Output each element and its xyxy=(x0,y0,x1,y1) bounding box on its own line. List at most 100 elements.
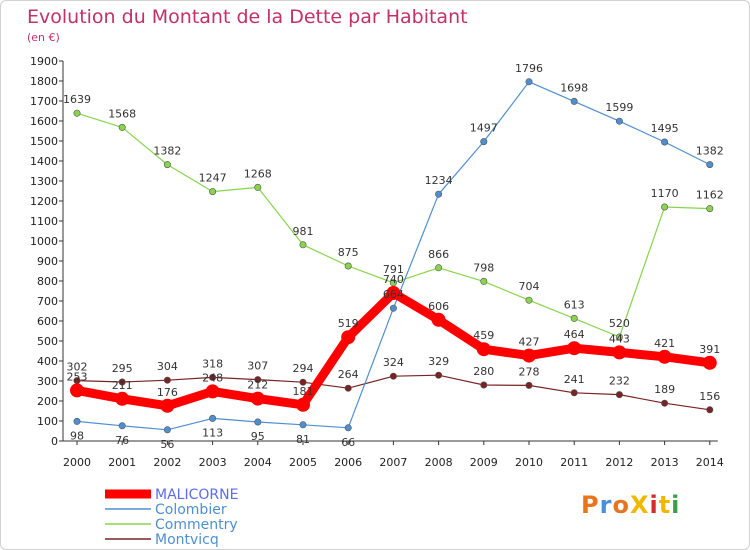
legend-label: Montvicq xyxy=(155,532,219,548)
proxiti-logo: ProXiti xyxy=(581,491,680,519)
data-point xyxy=(70,383,84,398)
data-point xyxy=(612,345,627,360)
y-tick-label: 1400 xyxy=(30,155,58,168)
data-label: 212 xyxy=(247,379,268,392)
legend-label: Commentry xyxy=(155,517,238,533)
data-label: 421 xyxy=(654,337,675,350)
data-label: 176 xyxy=(157,386,178,399)
brand-letter: X xyxy=(629,491,650,519)
y-tick-label: 1000 xyxy=(30,235,58,248)
y-tick-label: 1900 xyxy=(30,55,58,68)
x-tick-label: 2001 xyxy=(108,456,136,469)
data-point xyxy=(160,398,175,413)
y-tick-label: 200 xyxy=(37,395,58,408)
data-label: 866 xyxy=(428,248,449,261)
data-label: 1796 xyxy=(515,62,543,75)
y-tick-label: 1600 xyxy=(30,115,58,128)
data-point xyxy=(389,304,397,312)
data-point xyxy=(209,414,217,422)
data-point xyxy=(435,264,443,272)
data-label: 253 xyxy=(67,370,88,383)
data-point xyxy=(163,426,171,434)
data-point xyxy=(570,97,578,105)
data-point xyxy=(209,373,217,381)
data-label: 613 xyxy=(564,298,585,311)
data-label: 464 xyxy=(564,328,585,341)
data-label: 248 xyxy=(202,371,223,384)
y-tick-label: 1700 xyxy=(30,95,58,108)
data-point xyxy=(567,341,582,356)
data-label: 95 xyxy=(251,430,265,443)
data-label: 66 xyxy=(341,436,355,449)
data-label: 1247 xyxy=(199,172,227,185)
data-point xyxy=(435,190,443,198)
data-label: 56 xyxy=(160,438,174,451)
y-tick-label: 1100 xyxy=(30,215,58,228)
data-point xyxy=(299,241,307,249)
data-label: 427 xyxy=(519,336,540,349)
data-label: 1568 xyxy=(108,107,136,120)
data-label: 181 xyxy=(293,385,314,398)
data-label: 798 xyxy=(473,261,494,274)
brand-letter: i xyxy=(671,491,681,519)
data-label: 1599 xyxy=(605,101,633,114)
data-point xyxy=(525,381,533,389)
data-label: 1170 xyxy=(651,187,679,200)
x-tick-label: 2013 xyxy=(651,456,679,469)
legend-label: Colombier xyxy=(155,502,227,518)
data-label: 1497 xyxy=(470,122,498,135)
data-point xyxy=(118,123,126,131)
data-label: 1162 xyxy=(696,189,724,202)
data-label: 318 xyxy=(202,357,223,370)
y-tick-label: 900 xyxy=(37,255,58,268)
y-tick-label: 0 xyxy=(51,435,58,448)
y-tick-label: 1200 xyxy=(30,195,58,208)
y-tick-label: 1800 xyxy=(30,75,58,88)
x-tick-label: 2002 xyxy=(153,456,181,469)
data-point xyxy=(661,203,669,211)
data-label: 606 xyxy=(428,300,449,313)
data-point xyxy=(615,117,623,125)
data-label: 519 xyxy=(338,317,359,330)
brand-letter: t xyxy=(658,491,672,519)
brand-letter: r xyxy=(599,491,613,519)
data-point xyxy=(570,314,578,322)
x-tick-label: 2011 xyxy=(560,456,588,469)
data-label: 1268 xyxy=(244,167,272,180)
y-tick-label: 1500 xyxy=(30,135,58,148)
data-point xyxy=(344,424,352,432)
x-tick-label: 2000 xyxy=(63,456,91,469)
brand-letter: P xyxy=(581,491,600,519)
y-tick-label: 800 xyxy=(37,275,58,288)
data-label: 113 xyxy=(202,426,223,439)
data-label: 241 xyxy=(564,373,585,386)
brand-letter: i xyxy=(649,491,659,519)
data-point xyxy=(476,342,491,357)
data-point xyxy=(480,381,488,389)
data-point xyxy=(661,399,669,407)
data-point xyxy=(657,349,672,364)
data-label: 520 xyxy=(609,317,630,330)
data-point xyxy=(118,378,126,386)
data-label: 1382 xyxy=(153,145,181,158)
data-label: 280 xyxy=(473,365,494,378)
data-label: 324 xyxy=(383,356,404,369)
x-tick-label: 2008 xyxy=(425,456,453,469)
y-tick-label: 400 xyxy=(37,355,58,368)
brand-letter: o xyxy=(612,491,630,519)
data-label: 156 xyxy=(699,390,720,403)
data-point xyxy=(250,391,265,406)
data-point xyxy=(615,333,623,341)
data-label: 459 xyxy=(473,329,494,342)
data-point xyxy=(431,312,446,327)
data-point xyxy=(118,422,126,430)
data-label: 1382 xyxy=(696,145,724,158)
x-tick-label: 2009 xyxy=(470,456,498,469)
data-point xyxy=(389,372,397,380)
data-point xyxy=(163,376,171,384)
data-label: 211 xyxy=(112,379,133,392)
data-point xyxy=(163,161,171,169)
data-point xyxy=(115,391,130,406)
data-label: 1639 xyxy=(63,93,91,106)
x-tick-label: 2003 xyxy=(199,456,227,469)
